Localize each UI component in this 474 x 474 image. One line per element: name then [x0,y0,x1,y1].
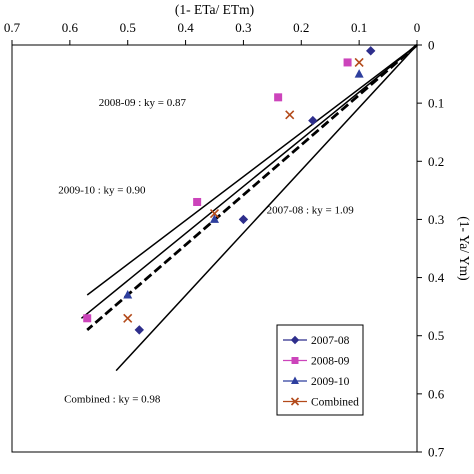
legend-label-0: 2007-08 [311,335,350,347]
legend-marker-1 [291,357,299,364]
point-x-3-1 [285,110,295,120]
y-tick-label: 0.6 [428,386,445,401]
legend-label-3: Combined [311,397,359,409]
fit-line-1 [80,44,418,319]
legend-label-2: 2009-10 [311,376,350,388]
y-axis-title: (1- Ya/ Ym) [457,216,472,280]
legend-marker-0 [290,335,300,345]
data-points [83,46,376,335]
legend-marker-3 [290,397,300,406]
y-tick-label: 0.7 [428,445,445,460]
fit-line-0 [86,44,418,296]
point-x-3-3 [123,313,133,323]
y-tick-label: 0.1 [428,96,444,111]
point-triangle-2-1 [210,214,219,223]
fit-annotations: 2008-09 : ky = 0.87 2009-10 : ky = 0.90 Co… [58,97,354,406]
point-square-1-0 [343,58,352,67]
point-square-1-3 [83,314,92,323]
plot-area-border [11,44,418,453]
x-axis: 0.7 0.6 0.5 0.4 0.3 0.2 0.1 0 [4,20,420,45]
point-triangle-2-2 [123,290,133,299]
point-diamond-0-2 [238,214,249,225]
plot-frame [11,44,418,453]
point-diamond-0-0 [366,46,376,56]
point-triangle-2-0 [354,69,364,78]
y-tick-label: 0 [428,38,435,53]
y-tick-label: 0.4 [428,270,445,285]
point-square-1-1 [274,93,283,102]
x-tick-label: 0.1 [351,20,367,35]
y-tick-label: 0.2 [428,154,444,169]
point-diamond-0-3 [134,325,144,335]
x-axis-title: (1- ETa/ ETm) [175,2,254,17]
y-tick-label: 0.5 [428,328,444,343]
legend: 2007-08 2008-09 2009-10 Combined [276,324,364,416]
fit-line-3 [115,44,418,372]
point-x-3-2 [209,209,220,219]
fit-lines [80,43,418,372]
fit-line-2 [86,43,418,331]
point-diamond-0-1 [308,115,318,126]
fit-label-3: 2007-08 : ky = 1.09 [267,205,355,217]
y-tick-label: 0.3 [428,212,444,227]
x-tick-label: 0.5 [120,20,136,35]
fit-label-2: Combined : ky = 0.98 [64,394,161,406]
x-tick-label: 0.6 [62,20,79,35]
fit-label-0: 2008-09 : ky = 0.87 [99,97,187,109]
x-tick-label: 0.4 [177,20,194,35]
x-tick-label: 0.3 [235,20,251,35]
y-axis: 0 0.1 0.2 0.3 0.4 0.5 0.6 0.7 [417,38,445,460]
legend-label-1: 2008-09 [311,356,350,368]
point-x-3-0 [354,57,364,68]
x-tick-label: 0.7 [4,20,21,35]
x-tick-label: 0 [414,20,421,35]
x-tick-label: 0.2 [293,20,309,35]
point-square-1-2 [193,197,202,206]
fit-label-1: 2009-10 : ky = 0.90 [58,184,146,196]
legend-marker-2 [291,376,299,384]
